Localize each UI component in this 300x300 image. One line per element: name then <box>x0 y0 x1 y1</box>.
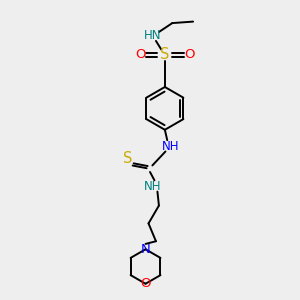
Text: O: O <box>184 48 194 62</box>
Text: O: O <box>135 48 146 62</box>
Text: N: N <box>141 243 150 256</box>
Text: NH: NH <box>162 140 180 153</box>
Text: NH: NH <box>144 180 162 193</box>
Text: S: S <box>123 151 132 166</box>
Text: O: O <box>140 277 151 290</box>
Text: S: S <box>160 47 170 62</box>
Text: HN: HN <box>144 29 162 42</box>
